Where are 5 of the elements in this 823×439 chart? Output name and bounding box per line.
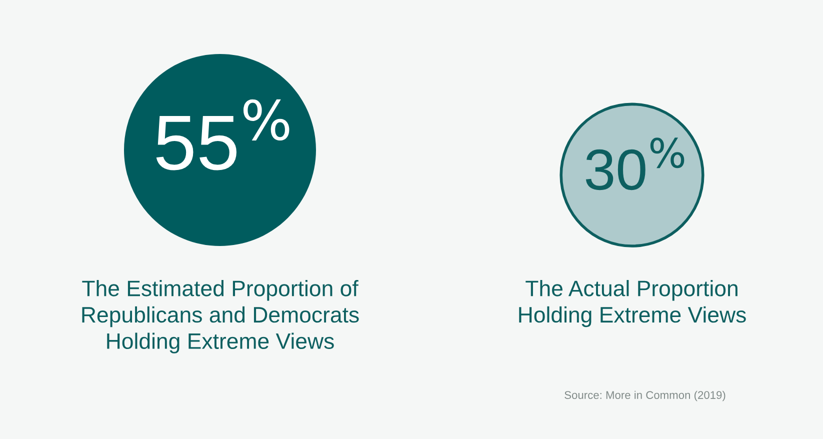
category-label: The Actual Proportion Holding Extreme Views: [519, 280, 746, 328]
source-note: Source: More in Common (2019): [564, 390, 726, 402]
category-label: The Estimated Proportion of Republicans and Democrats Holding Extreme Views: [82, 280, 359, 354]
data-label: 55$^{%}$: [156, 99, 290, 170]
data-label: 30$^{%}$: [586, 138, 684, 190]
